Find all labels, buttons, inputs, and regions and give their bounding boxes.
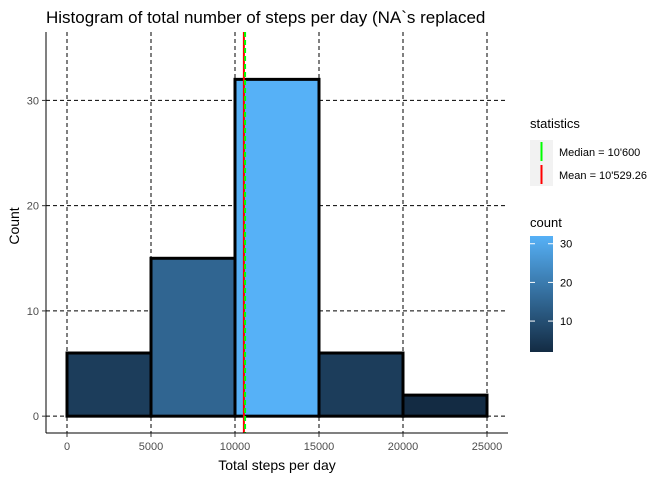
colorbar-tick-label: 30 <box>560 239 572 251</box>
x-tick-label: 25000 <box>472 441 503 453</box>
histogram-bars <box>65 77 489 418</box>
histogram-bar <box>317 351 405 418</box>
x-tick-label: 0 <box>64 441 70 453</box>
legend-mean-label: Mean = 10'529.26 <box>559 170 647 182</box>
y-tick-label: 10 <box>27 306 39 318</box>
histogram-bar <box>65 351 153 418</box>
legend-statistics-title: statistics <box>530 116 580 131</box>
count-colorbar <box>530 236 553 352</box>
axes: 0 5000 10000 15000 20000 25000 0 10 20 30 <box>27 32 508 453</box>
legend-median-label: Median = 10'600 <box>559 147 640 159</box>
x-axis-label: Total steps per day <box>218 457 336 473</box>
x-tick-label: 10000 <box>220 441 251 453</box>
colorbar-tick-label: 20 <box>560 277 572 289</box>
legend-statistics: statistics Median = 10'600 Mean = 10'529.… <box>530 116 647 186</box>
histogram-bar <box>401 393 489 418</box>
statistic-lines <box>242 32 247 433</box>
y-axis-label: Count <box>6 207 22 244</box>
x-tick-label: 15000 <box>304 441 335 453</box>
colorbar-tick-label: 10 <box>560 316 572 328</box>
x-tick-label: 5000 <box>139 441 163 453</box>
y-tick-label: 30 <box>27 95 39 107</box>
y-tick-label: 0 <box>33 411 39 423</box>
histogram-bar <box>149 256 237 418</box>
chart-title: Histogram of total number of steps per d… <box>46 8 485 27</box>
y-tick-label: 20 <box>27 201 39 213</box>
legend-count: count 10 20 30 <box>530 215 572 352</box>
legend-count-title: count <box>530 215 562 230</box>
plot-panel: 0 5000 10000 15000 20000 25000 0 10 20 30 <box>27 32 508 453</box>
x-tick-label: 20000 <box>388 441 419 453</box>
histogram-bar <box>233 77 321 418</box>
